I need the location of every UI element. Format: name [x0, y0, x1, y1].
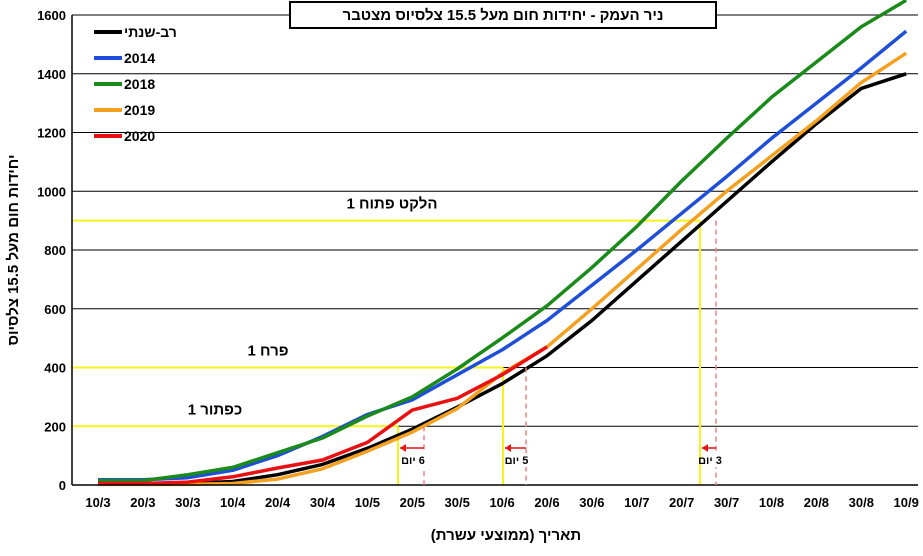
legend: רב-שנתי 2014 2018 2019 2020	[94, 24, 177, 144]
x-tick-label: 30/6	[579, 495, 604, 510]
gap-label-bg	[505, 453, 530, 467]
x-tick-label: 30/7	[714, 495, 739, 510]
legend-label: 2020	[124, 128, 155, 144]
x-tick-label: 20/4	[265, 495, 291, 510]
x-tick-label: 20/3	[130, 495, 155, 510]
threshold-label: כפתור 1	[188, 401, 243, 418]
x-tick-label: 10/4	[220, 495, 246, 510]
gap-label: 5 יום	[505, 455, 529, 467]
x-tick-label: 10/3	[85, 495, 110, 510]
chart-title-box	[289, 1, 717, 29]
legend-label: 2019	[124, 102, 155, 118]
x-tick-label: 20/8	[804, 495, 829, 510]
threshold-lines: כפתור 1 פרח 1 הלקט פתוח 1	[72, 196, 701, 485]
x-tick-label: 20/6	[534, 495, 559, 510]
x-tick-label: 20/7	[669, 495, 694, 510]
series-lines	[98, 0, 908, 487]
gap-arrowhead	[505, 444, 511, 452]
y-tick-label: 1000	[37, 184, 66, 199]
y-tick-label: 1600	[37, 8, 66, 23]
x-tick-label: 30/4	[310, 495, 336, 510]
gap-label-bg	[702, 453, 720, 467]
axes	[71, 15, 918, 486]
gap-label: 3 יום	[698, 455, 722, 467]
x-tick-labels: 10/3 20/3 30/3 10/4 20/4 30/4 10/5 20/5 30/5 10/6…	[85, 495, 919, 510]
annotations: 6 יום 5 יום 3 יום	[400, 220, 722, 485]
legend-label: 2014	[124, 50, 155, 66]
y-tick-label: 0	[59, 478, 66, 493]
x-tick-label: 10/5	[355, 495, 380, 510]
gap-arrowhead	[702, 444, 708, 452]
y-tick-label: 1200	[37, 126, 66, 141]
x-tick-label: 20/5	[400, 495, 425, 510]
x-tick-label: 30/3	[175, 495, 200, 510]
y-axis-label: יחידות חום מעל 15.5 צלסיוס	[5, 155, 22, 346]
x-tick-label: 10/7	[624, 495, 649, 510]
gap-label-bg	[400, 453, 428, 467]
threshold-label: הלקט פתוח 1	[347, 196, 438, 213]
series-line	[98, 345, 548, 486]
series-line	[98, 0, 908, 483]
x-tick-label: 10/9	[894, 495, 919, 510]
gap-arrowhead	[400, 444, 406, 452]
y-tick-label: 400	[44, 361, 66, 376]
y-tick-label: 800	[44, 243, 66, 258]
legend-label: 2018	[124, 76, 155, 92]
y-tick-label: 600	[44, 302, 66, 317]
x-axis-label: תאריך (ממוצעי עשרת)	[431, 527, 581, 544]
gap-label: 6 יום	[401, 455, 425, 467]
x-tick-label: 10/8	[759, 495, 784, 510]
x-tick-label: 30/5	[445, 495, 470, 510]
chart-title: ניר העמק - יחידות חום מעל 15.5 צלסיוס מצ…	[343, 7, 664, 24]
x-tick-label: 10/6	[489, 495, 514, 510]
series-line	[98, 29, 908, 482]
y-tick-labels: 0 200 400 600 800 1000 1200 1400 1600	[37, 8, 66, 493]
x-tick-label: 30/8	[849, 495, 874, 510]
threshold-label: פרח 1	[248, 343, 289, 360]
y-tick-label: 1400	[37, 67, 66, 82]
y-tick-label: 200	[44, 419, 66, 434]
series-line	[98, 72, 907, 486]
legend-label: רב-שנתי	[124, 24, 177, 40]
